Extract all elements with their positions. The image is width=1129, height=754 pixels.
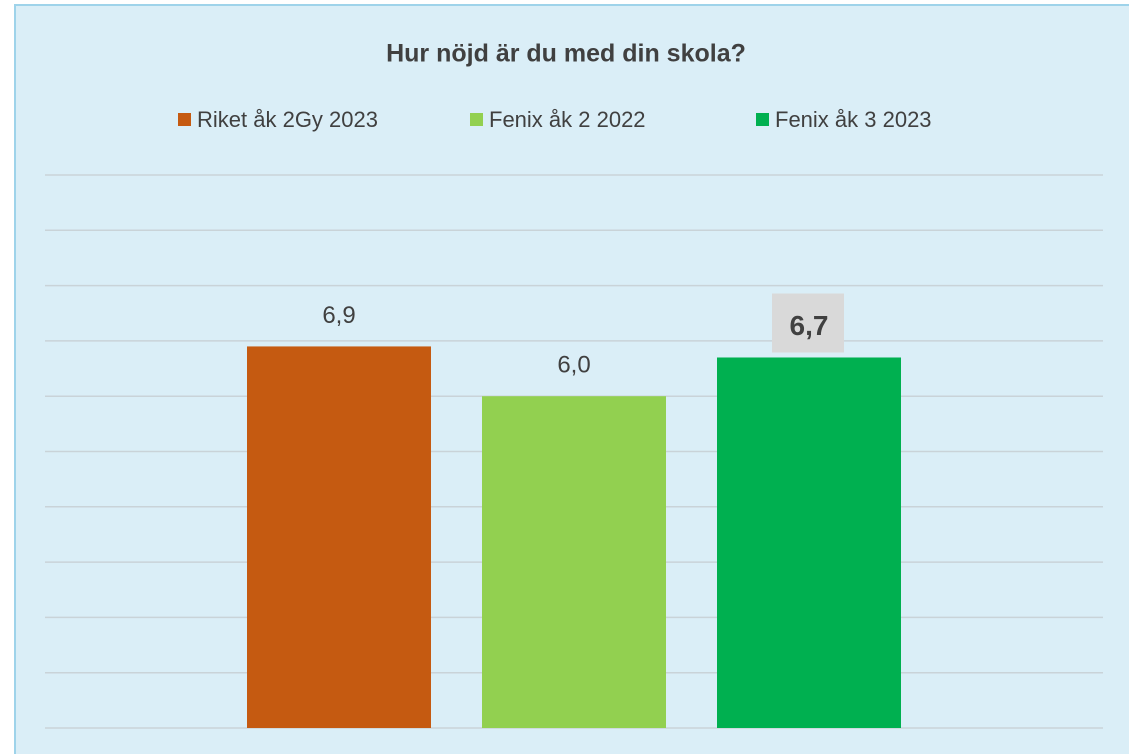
legend-label: Fenix åk 2 2022 [489, 107, 646, 132]
legend-label: Riket åk 2Gy 2023 [197, 107, 378, 132]
bar [482, 396, 666, 728]
legend-swatch [756, 113, 769, 126]
bar [717, 357, 901, 728]
data-label: 6,9 [322, 302, 355, 329]
bar [247, 346, 431, 728]
data-label-highlight [772, 293, 844, 353]
data-label: 6,0 [557, 352, 590, 379]
data-label: 6,7 [790, 310, 829, 341]
legend-swatch [178, 113, 191, 126]
legend-label: Fenix åk 3 2023 [775, 107, 932, 132]
chart-title: Hur nöjd är du med din skola? [386, 40, 746, 68]
legend-swatch [470, 113, 483, 126]
